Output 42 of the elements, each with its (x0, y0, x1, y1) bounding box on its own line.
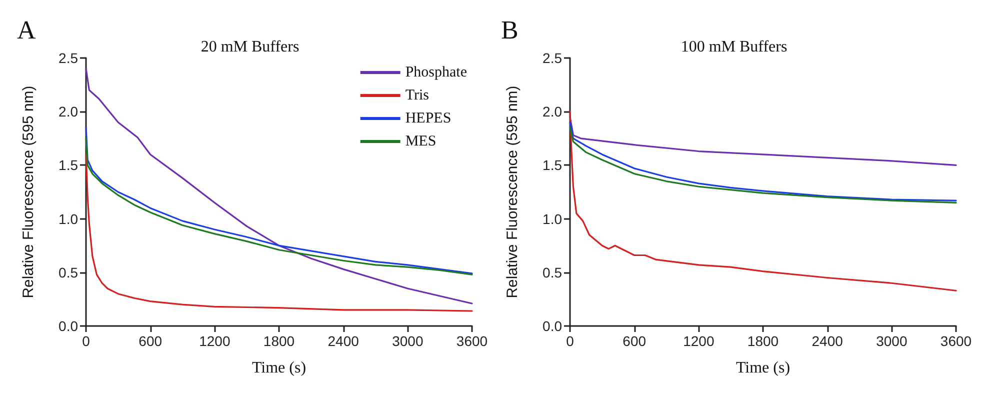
y-tick-label: 1.0 (542, 210, 562, 227)
line-series (569, 116, 957, 166)
y-tick-label: 0.0 (542, 318, 562, 334)
y-axis-title: Relative Fluorescence (595 nm) (504, 86, 521, 298)
x-tick-label: 600 (138, 333, 162, 349)
x-tick-label: 1800 (747, 333, 779, 349)
x-tick-label: 2400 (812, 333, 844, 349)
x-tick-label: 1200 (683, 333, 714, 349)
x-tick-label: 3000 (392, 333, 424, 349)
legend-label: MES (405, 134, 436, 150)
legend-label: Phosphate (405, 64, 468, 80)
legend-label: HEPES (405, 110, 452, 126)
x-tick-label: 3600 (940, 333, 972, 349)
x-tick-label: 600 (622, 333, 646, 349)
y-tick-label: 1.0 (58, 210, 78, 227)
y-tick-label: 0.0 (58, 318, 78, 334)
legend-label: Tris (405, 88, 430, 104)
x-tick-label: 1800 (263, 333, 295, 349)
y-tick-label: 1.5 (542, 157, 562, 174)
chart-title: A (17, 16, 36, 44)
x-tick-label: 2400 (328, 333, 360, 349)
y-axis-title: Relative Fluorescence (595 nm) (20, 86, 37, 298)
y-tick-label: 2.0 (542, 104, 562, 120)
chart-subtitle: 20 mM Buffers (200, 38, 300, 56)
x-tick-label: 0 (566, 333, 574, 349)
chart-title: B (501, 16, 518, 44)
x-tick-label: 0 (82, 333, 90, 349)
line-series (569, 110, 957, 292)
y-tick-label: 2.5 (542, 50, 562, 66)
y-tick-label: 2.5 (58, 50, 78, 66)
x-axis-title: Time (s) (252, 360, 306, 376)
x-axis-title: Time (s) (736, 360, 790, 376)
line-series (85, 68, 473, 304)
y-tick-label: 1.5 (58, 157, 78, 174)
x-tick-label: 3000 (876, 333, 908, 349)
x-tick-label: 3600 (456, 333, 488, 349)
x-tick-label: 1200 (199, 333, 230, 349)
y-tick-label: 0.5 (58, 264, 78, 280)
y-tick-label: 2.0 (58, 104, 78, 120)
chart-subtitle: 100 mM Buffers (680, 38, 788, 56)
y-tick-label: 0.5 (542, 264, 562, 280)
line-series (85, 154, 473, 312)
